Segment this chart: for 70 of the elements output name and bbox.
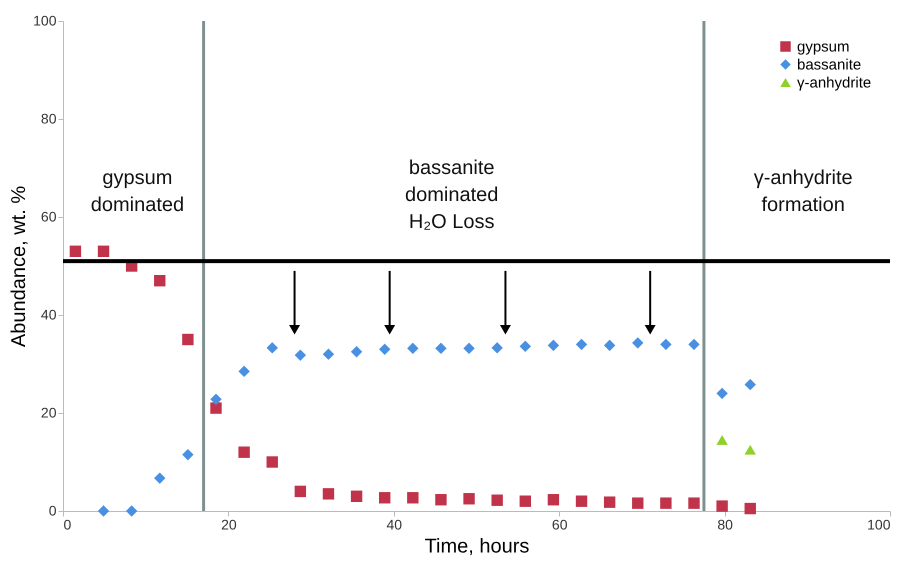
point xyxy=(744,444,756,455)
point xyxy=(660,497,672,509)
point xyxy=(182,334,194,346)
point xyxy=(294,349,306,361)
point xyxy=(576,496,588,507)
y-tick-label: 60 xyxy=(40,208,57,224)
x-tick-label: 80 xyxy=(717,516,734,532)
point xyxy=(238,366,250,378)
point xyxy=(688,497,700,509)
point xyxy=(463,493,475,504)
point xyxy=(182,448,194,460)
point xyxy=(576,338,588,350)
point xyxy=(210,394,222,405)
point xyxy=(210,402,222,414)
point xyxy=(238,446,250,458)
point xyxy=(716,500,728,512)
point xyxy=(744,378,756,390)
point xyxy=(604,340,616,352)
point xyxy=(294,486,306,498)
point xyxy=(520,340,531,352)
annotation: γ-anhydrite formation xyxy=(754,166,853,216)
y-tick-label: 20 xyxy=(40,404,57,420)
point xyxy=(98,505,110,517)
point xyxy=(154,472,166,484)
point xyxy=(744,502,756,514)
point xyxy=(154,275,166,286)
point xyxy=(322,348,334,360)
point xyxy=(604,496,616,508)
legend-label: γ-anhydrite xyxy=(797,74,872,92)
point xyxy=(98,246,110,257)
legend-label: bassanite xyxy=(797,56,862,74)
point xyxy=(435,342,447,354)
point xyxy=(716,388,728,400)
point xyxy=(548,494,560,506)
point xyxy=(548,340,560,352)
point xyxy=(379,344,390,355)
y-tick-label: 100 xyxy=(33,12,57,28)
point xyxy=(266,456,278,468)
point xyxy=(463,342,475,354)
annotation: gypsum dominated xyxy=(90,166,184,216)
point xyxy=(350,346,362,358)
y-axis-title: Abundance, wt. % xyxy=(8,186,30,348)
point xyxy=(322,488,334,500)
point xyxy=(407,492,419,504)
point xyxy=(660,338,672,350)
point xyxy=(491,342,503,354)
x-tick-label: 20 xyxy=(221,516,237,532)
point xyxy=(266,342,278,354)
y-tick-label: 0 xyxy=(48,502,57,518)
point xyxy=(379,492,390,504)
y-tick-label: 80 xyxy=(40,110,57,126)
x-tick-label: 60 xyxy=(552,516,568,532)
x-tick-label: 100 xyxy=(867,516,891,532)
x-tick-label: 40 xyxy=(386,516,402,532)
point xyxy=(126,505,138,517)
point xyxy=(688,338,700,350)
point xyxy=(520,496,531,507)
annotation: bassanite dominated H₂O Loss xyxy=(404,157,498,233)
x-tick-label: 0 xyxy=(64,516,72,532)
point xyxy=(632,337,644,349)
point xyxy=(716,435,728,445)
legend-label: gypsum xyxy=(797,38,850,56)
y-tick-label: 40 xyxy=(40,306,57,322)
point xyxy=(491,494,503,506)
x-axis-title: Time, hours xyxy=(424,536,530,558)
point xyxy=(70,246,82,257)
point xyxy=(435,494,447,506)
point xyxy=(632,497,644,509)
point xyxy=(407,342,419,354)
point xyxy=(350,490,362,502)
